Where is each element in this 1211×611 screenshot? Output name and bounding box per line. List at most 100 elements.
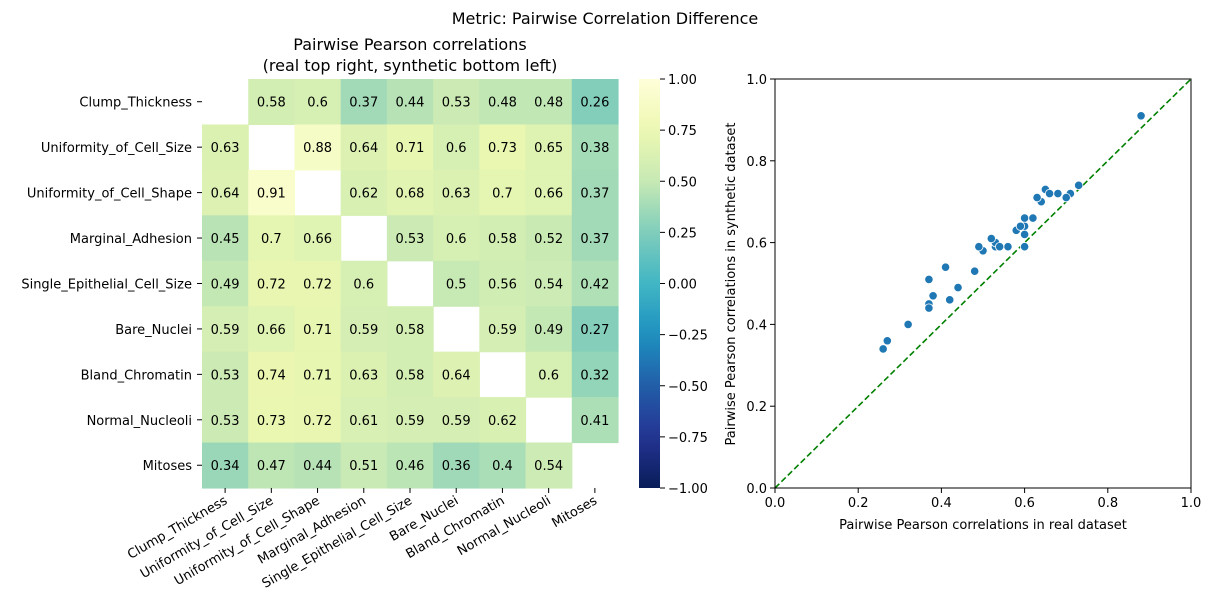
figure-title: Metric: Pairwise Correlation Difference [452, 9, 759, 28]
scatter-point [928, 291, 938, 301]
scatter-point [1074, 180, 1084, 190]
heatmap-value: 0.59 [442, 414, 471, 429]
colorbar-tick-label: −0.75 [668, 431, 708, 446]
heatmap-y-label: Uniformity_of_Cell_Size [41, 141, 192, 156]
scatter-point [1136, 111, 1146, 121]
heatmap-cell [386, 169, 434, 216]
heatmap-value: 0.62 [349, 187, 378, 202]
scatter-point [986, 233, 996, 244]
heatmap-value: 0.63 [211, 141, 240, 156]
colorbar-tick-label: 0.75 [668, 124, 697, 139]
heatmap-value: 0.72 [303, 414, 332, 429]
scatter-point [1044, 188, 1055, 199]
colorbar-ticks: 1.00 0.75 0.50 0.25 0.00 −0.25 −0.50 −0.75 −1.00 [660, 73, 708, 497]
scatter-point [1019, 213, 1030, 223]
heatmap-value: 0.59 [349, 323, 378, 338]
scatter-y-tick-label: 0.4 [746, 318, 767, 333]
heatmap-value: 0.66 [534, 187, 563, 202]
heatmap-cell [525, 169, 573, 216]
heatmap-values: 0.58 0.6 0.37 0.44 0.53 0.48 0.48 0.26 0.63 0.88 0… [211, 96, 610, 475]
heatmap-y-label: Mitoses [143, 459, 193, 474]
heatmap-cell [248, 169, 296, 216]
heatmap-value: 0.54 [534, 277, 563, 292]
heatmap-value: 0.63 [442, 187, 471, 202]
heatmap-value: 0.37 [580, 187, 609, 202]
heatmap-cell [479, 124, 527, 171]
heatmap-cell [340, 442, 388, 489]
scatter-xlabel: Pairwise Pearson correlations in real da… [839, 518, 1127, 533]
heatmap-cell [479, 306, 527, 353]
heatmap-value: 0.61 [349, 414, 378, 429]
scatter-point [1019, 242, 1030, 252]
heatmap-value: 0.41 [580, 414, 609, 429]
heatmap-cell [248, 260, 296, 307]
scatter-x-tick-label: 0.8 [1097, 496, 1118, 511]
scatter-points [878, 111, 1146, 354]
heatmap-cell [433, 351, 480, 398]
heatmap-value: 0.51 [349, 459, 378, 474]
heatmap-cell [248, 306, 296, 353]
colorbar-tick-label: −1.00 [668, 482, 708, 497]
heatmap-value: 0.7 [261, 232, 282, 247]
scatter-point [924, 303, 934, 313]
heatmap-value: 0.58 [488, 232, 517, 247]
heatmap-cell [248, 79, 296, 126]
heatmap-cell [386, 79, 434, 126]
heatmap-y-labels: Clump_Thickness Uniformity_of_Cell_Size Un… [21, 96, 202, 474]
heatmap-cell [571, 260, 619, 307]
heatmap-cell [525, 260, 573, 307]
heatmap-value: 0.47 [257, 459, 286, 474]
heatmap-value: 0.63 [349, 368, 378, 383]
heatmap-cell [571, 124, 619, 171]
heatmap-value: 0.72 [257, 277, 286, 292]
heatmap-cell [202, 260, 249, 307]
heatmap-value: 0.64 [442, 368, 471, 383]
heatmap-cell [294, 79, 342, 126]
scatter-y-tick-label: 0.0 [746, 482, 767, 497]
heatmap-cell [525, 124, 573, 171]
heatmap-value: 0.46 [396, 459, 425, 474]
heatmap-cell [571, 79, 619, 126]
scatter-point [1053, 188, 1063, 199]
heatmap-x-label: Mitoses [550, 493, 600, 531]
heatmap-value: 0.59 [396, 414, 425, 429]
scatter-y-tick-label: 0.8 [746, 155, 767, 170]
heatmap-cell [479, 79, 527, 126]
heatmap-cell [202, 351, 249, 398]
colorbar-tick-label: 0.50 [668, 175, 697, 190]
heatmap-cell [433, 169, 480, 216]
scatter-point [953, 282, 963, 293]
heatmap-cell [386, 124, 434, 171]
heatmap-cell [571, 351, 619, 398]
colorbar-tick-label: 1.00 [668, 73, 697, 88]
scatter-point [1003, 242, 1013, 252]
heatmap-value: 0.36 [442, 459, 471, 474]
heatmap-value: 0.74 [257, 368, 286, 383]
colorbar-tick-label: 0.25 [668, 226, 697, 241]
scatter-x-tick-label: 1.0 [1181, 496, 1202, 511]
heatmap-value: 0.5 [446, 277, 467, 292]
heatmap-value: 0.66 [303, 232, 332, 247]
heatmap-value: 0.26 [580, 96, 609, 111]
heatmap-value: 0.54 [534, 459, 563, 474]
heatmap-y-label: Uniformity_of_Cell_Shape [27, 187, 192, 202]
heatmap-cell [340, 79, 388, 126]
scatter-point [1032, 193, 1042, 203]
colorbar-gradient [639, 79, 660, 488]
heatmap-y-label: Bare_Nuclei [115, 323, 192, 338]
heatmap-cell [202, 215, 249, 262]
heatmap-value: 0.73 [257, 414, 286, 429]
scatter-point [974, 242, 984, 252]
heatmap-cell [479, 397, 527, 444]
heatmap-value: 0.44 [303, 459, 332, 474]
heatmap-value: 0.71 [303, 323, 332, 338]
heatmap-value: 0.88 [303, 141, 332, 156]
heatmap-cell [433, 397, 480, 444]
heatmap-cells [202, 79, 619, 489]
heatmap-value: 0.58 [257, 96, 286, 111]
heatmap-value: 0.49 [211, 277, 240, 292]
scatter-point [995, 242, 1005, 252]
heatmap-cell [479, 215, 527, 262]
identity-line-path [774, 78, 1192, 489]
heatmap-cell [386, 306, 434, 353]
